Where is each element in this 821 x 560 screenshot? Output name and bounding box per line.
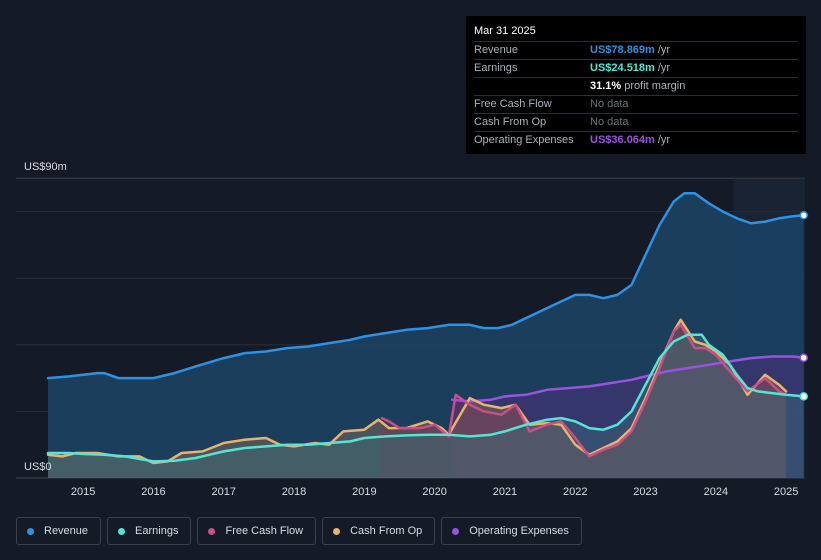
operating-expenses-end-dot <box>799 353 808 363</box>
tooltip-row-unit: /yr <box>657 44 671 56</box>
legend-dot-icon <box>118 527 126 535</box>
tooltip-row-value: 31.1% <box>590 80 622 92</box>
legend-item-revenue[interactable]: Revenue <box>16 517 102 545</box>
tooltip-row-unit: /yr <box>657 134 671 146</box>
legend-label: Revenue <box>44 525 89 537</box>
tooltip-row: Operating Expenses US$36.064m/yr <box>474 131 798 149</box>
tooltip-row-value: No data <box>590 116 629 128</box>
tooltip-row-unit: /yr <box>657 62 671 74</box>
x-tick-label: 2018 <box>282 486 306 498</box>
tooltip-panel: Mar 31 2025 Revenue US$78.869m/yr Earnings… <box>466 16 806 154</box>
tooltip-row-label: Revenue <box>474 44 519 56</box>
tooltip-row-value: US$78.869m <box>590 44 655 56</box>
earnings-line <box>46 333 805 463</box>
legend-label: Operating Expenses <box>469 525 569 537</box>
tooltip-date: Mar 31 2025 <box>474 25 536 37</box>
tooltip-row-value: No data <box>590 98 629 110</box>
free-cash-flow-area <box>381 324 787 478</box>
tooltip-row: Earnings US$24.518m/yr <box>474 59 798 77</box>
legend-item-earnings[interactable]: Earnings <box>107 517 192 545</box>
legend-dot-icon <box>333 527 341 535</box>
legend-item-cash-from-op[interactable]: Cash From Op <box>322 517 436 545</box>
tooltip-row: 31.1% profit margin <box>474 77 798 95</box>
tooltip-row-unit: profit margin <box>624 80 686 92</box>
tooltip-row-label: Free Cash Flow <box>474 98 552 110</box>
series-lines <box>46 192 805 465</box>
tooltip-row-label: Cash From Op <box>474 116 547 128</box>
y-axis-min-label: US$0 <box>24 461 52 473</box>
free-cash-flow-line <box>380 323 788 458</box>
x-axis-ticks: 2015 2016 2017 2018 2019 2020 2021 2022 2023 2024… <box>71 486 798 498</box>
tooltip-row-label <box>474 78 590 95</box>
tooltip-row-value: US$24.518m <box>590 62 655 74</box>
cash-from-op-area <box>48 319 787 478</box>
operating-expenses-area <box>452 356 804 478</box>
tooltip-row: Cash From Op No data <box>474 113 798 131</box>
legend-dot-icon <box>27 527 34 535</box>
operating-expenses-line <box>450 355 805 403</box>
x-tick-label: 2016 <box>141 486 165 498</box>
legend-label: Free Cash Flow <box>225 525 304 537</box>
legend-label: Cash From Op <box>350 525 423 537</box>
tooltip-row-label: Operating Expenses <box>474 134 574 146</box>
y-axis-max-label: US$90m <box>24 161 67 173</box>
x-tick-label: 2023 <box>633 486 657 498</box>
legend-dot-icon <box>208 527 216 535</box>
revenue-line <box>46 192 805 380</box>
x-tick-label: 2022 <box>563 486 587 498</box>
tooltip-row-label: Earnings <box>474 62 518 74</box>
tooltip-row-value: US$36.064m <box>590 134 655 146</box>
x-tick-label: 2021 <box>493 486 517 498</box>
series-end-markers <box>799 211 808 401</box>
tooltip-rows: Revenue US$78.869m/yr Earnings US$24.518m/y… <box>474 41 798 149</box>
legend-item-operating-expenses[interactable]: Operating Expenses <box>441 517 582 545</box>
chart-legend: Revenue Earnings Free Cash Flow Cash From O… <box>16 517 582 545</box>
x-tick-label: 2024 <box>704 486 728 498</box>
x-tick-label: 2025 <box>774 486 798 498</box>
x-tick-label: 2015 <box>71 486 95 498</box>
tooltip-row: Free Cash Flow No data <box>474 95 798 113</box>
x-tick-label: 2020 <box>422 486 446 498</box>
x-tick-label: 2019 <box>352 486 376 498</box>
legend-label: Earnings <box>135 525 179 537</box>
tooltip-row: Revenue US$78.869m/yr <box>474 41 798 59</box>
revenue-end-dot <box>799 211 808 220</box>
legend-item-free-cash-flow[interactable]: Free Cash Flow <box>197 517 317 545</box>
x-tick-label: 2017 <box>212 486 236 498</box>
legend-dot-icon <box>452 527 460 535</box>
earnings-end-dot <box>799 392 808 401</box>
